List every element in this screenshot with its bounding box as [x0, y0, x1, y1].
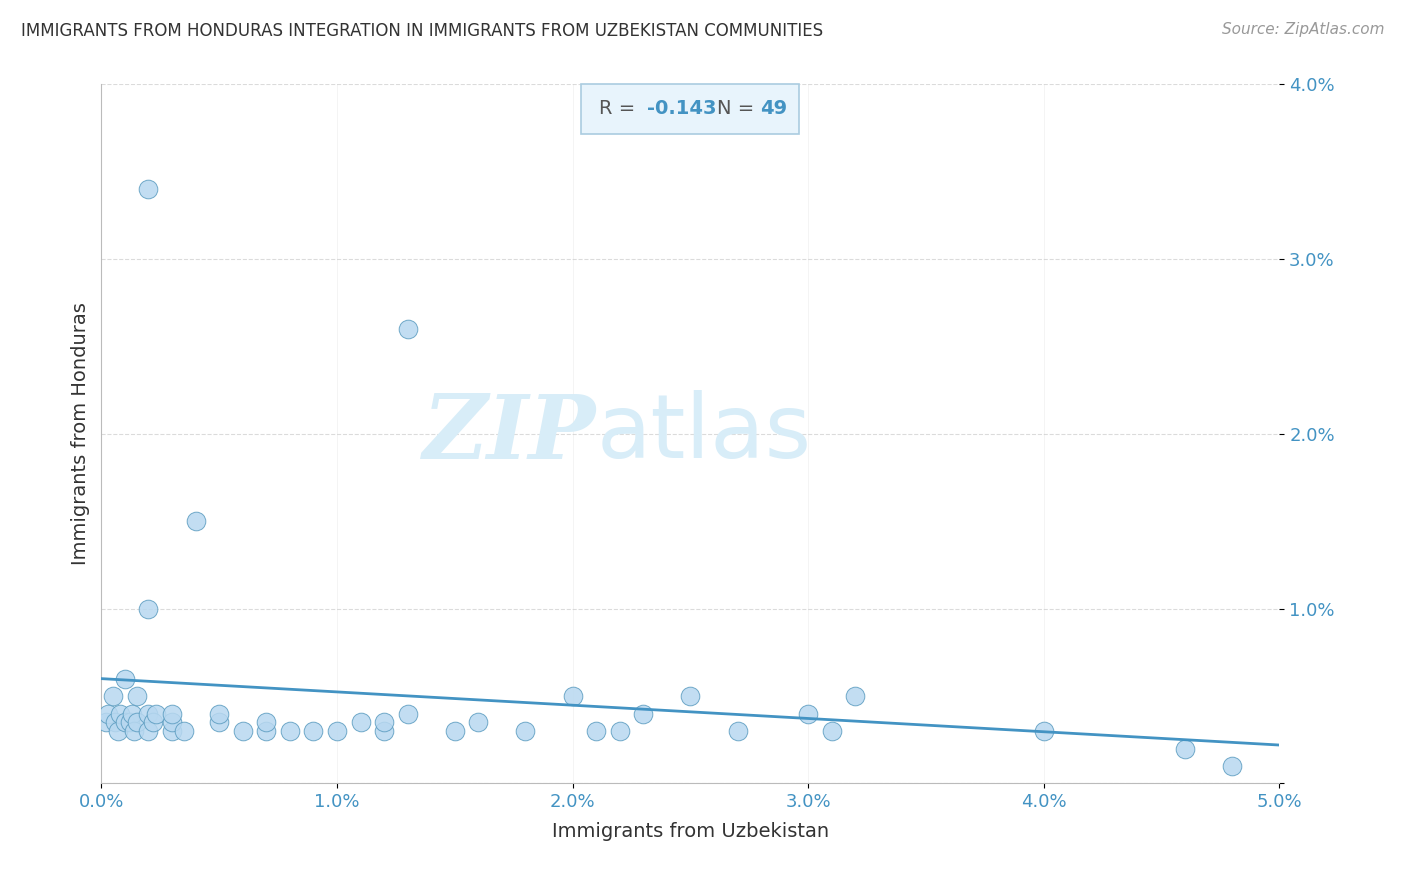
- Point: [184, 514, 207, 528]
- Point: [208, 715, 231, 730]
- Point: [561, 689, 583, 703]
- Point: [1174, 741, 1197, 756]
- Point: [114, 715, 136, 730]
- Point: [396, 706, 419, 721]
- Point: [208, 706, 231, 721]
- Text: R =: R =: [599, 100, 641, 119]
- Text: 49: 49: [761, 100, 787, 119]
- Point: [160, 706, 183, 721]
- Point: [138, 182, 160, 196]
- Point: [302, 724, 325, 739]
- Point: [326, 724, 349, 739]
- Text: ZIP: ZIP: [423, 391, 596, 477]
- Point: [679, 689, 702, 703]
- Point: [160, 715, 183, 730]
- Point: [232, 724, 254, 739]
- Text: IMMIGRANTS FROM HONDURAS INTEGRATION IN IMMIGRANTS FROM UZBEKISTAN COMMUNITIES: IMMIGRANTS FROM HONDURAS INTEGRATION IN …: [21, 22, 824, 40]
- Point: [104, 715, 127, 730]
- Point: [254, 715, 277, 730]
- Point: [844, 689, 866, 703]
- Point: [145, 706, 167, 721]
- Point: [173, 724, 195, 739]
- Point: [373, 715, 395, 730]
- Point: [1032, 724, 1054, 739]
- Point: [114, 672, 136, 686]
- Point: [797, 706, 820, 721]
- Point: [97, 706, 120, 721]
- Point: [160, 724, 183, 739]
- Point: [101, 689, 124, 703]
- Point: [125, 689, 148, 703]
- Point: [349, 715, 371, 730]
- X-axis label: Immigrants from Uzbekistan: Immigrants from Uzbekistan: [551, 822, 830, 841]
- Point: [467, 715, 489, 730]
- Point: [396, 322, 419, 336]
- Text: -0.143: -0.143: [647, 100, 716, 119]
- Point: [443, 724, 465, 739]
- Point: [515, 724, 537, 739]
- Text: N =: N =: [717, 100, 761, 119]
- Text: Source: ZipAtlas.com: Source: ZipAtlas.com: [1222, 22, 1385, 37]
- Point: [633, 706, 655, 721]
- Point: [609, 724, 631, 739]
- Point: [373, 724, 395, 739]
- Point: [278, 724, 301, 739]
- Point: [254, 724, 277, 739]
- Point: [138, 724, 160, 739]
- Point: [107, 724, 129, 739]
- Point: [1220, 759, 1243, 773]
- Point: [138, 706, 160, 721]
- Point: [138, 601, 160, 615]
- Point: [821, 724, 844, 739]
- Point: [124, 724, 146, 739]
- Point: [142, 715, 165, 730]
- Point: [727, 724, 749, 739]
- Point: [121, 706, 143, 721]
- Text: atlas: atlas: [596, 391, 811, 477]
- Point: [108, 706, 131, 721]
- Point: [585, 724, 607, 739]
- Point: [125, 715, 148, 730]
- Point: [118, 715, 141, 730]
- Y-axis label: Immigrants from Honduras: Immigrants from Honduras: [72, 302, 90, 566]
- Point: [94, 715, 117, 730]
